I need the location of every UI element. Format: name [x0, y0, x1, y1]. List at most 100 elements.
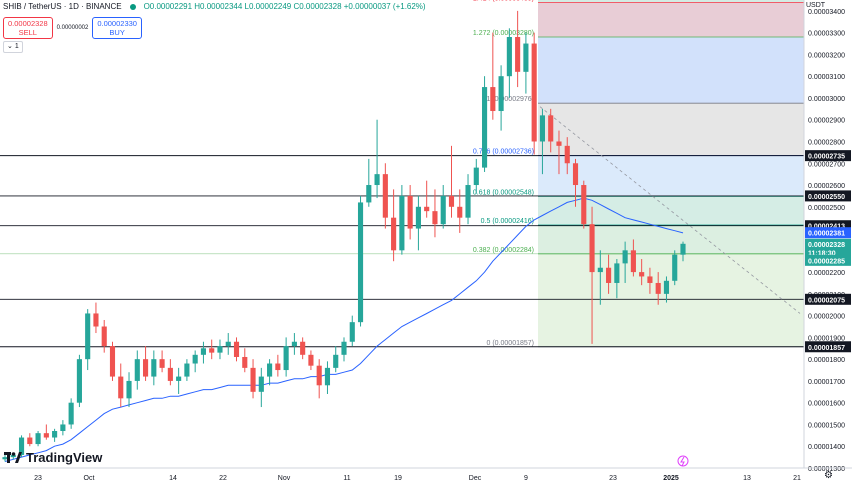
- symbol-title[interactable]: SHIB / TetherUS · 1D · BINANCE: [3, 2, 122, 11]
- candle-body: [440, 195, 446, 225]
- price-tag-label-4: 0.00002328: [808, 242, 845, 249]
- y-tick-label: 0.00003000: [808, 96, 845, 103]
- candle-body: [515, 37, 521, 72]
- x-tick-label: 9: [524, 475, 528, 482]
- y-tick-label: 0.00001300: [808, 466, 845, 473]
- price-tag-3: [805, 227, 851, 239]
- candle-body: [556, 141, 562, 146]
- candle-body: [424, 206, 430, 212]
- y-tick-label: 0.00003100: [808, 74, 845, 81]
- x-tick-label: Oct: [84, 475, 95, 482]
- fib-level-label-0: 1.414 (0.00003439): [473, 0, 534, 2]
- candle-body: [18, 437, 25, 455]
- candle-body: [663, 280, 670, 294]
- candle-body: [539, 115, 546, 142]
- y-tick-label: 0.00001600: [808, 401, 845, 408]
- candle-body: [275, 363, 281, 371]
- candle-body: [217, 346, 223, 353]
- candle-body: [200, 348, 207, 355]
- indicator-collapse-button[interactable]: ⌄ 1: [3, 41, 23, 53]
- y-tick-label: 0.00002000: [808, 314, 845, 321]
- sell-price: 0.00002328: [8, 19, 48, 28]
- spread-value: 0.00000002: [56, 25, 89, 31]
- candle-body: [614, 263, 620, 283]
- candle-body: [184, 363, 190, 377]
- candle-body: [109, 346, 116, 377]
- x-tick-label: Dec: [469, 475, 482, 482]
- candle-body: [134, 359, 140, 381]
- price-tag-4: [805, 238, 851, 250]
- candle-body: [209, 348, 215, 353]
- candle-body: [581, 185, 587, 225]
- candle-body: [647, 276, 653, 283]
- x-tick-label: 14: [169, 475, 177, 482]
- fib-zone-7: [538, 253, 804, 347]
- price-tag-label-8: 0.00001857: [808, 345, 845, 352]
- y-tick-label: 0.00001800: [808, 357, 845, 364]
- candle-body: [300, 341, 306, 355]
- price-tag-2: [805, 220, 851, 232]
- candle-body: [572, 163, 579, 186]
- y-tick-label: 0.00002200: [808, 270, 845, 277]
- fib-zone-3: [538, 103, 804, 156]
- candle-body: [52, 430, 58, 438]
- currency-selector[interactable]: USDT: [806, 2, 826, 9]
- candle-body: [85, 313, 91, 360]
- x-tick-label: 2025: [663, 475, 679, 482]
- chart-header: SHIB / TetherUS · 1D · BINANCE O0.000022…: [3, 2, 426, 11]
- fib-level-label-7: 0 (0.00001857): [487, 340, 534, 347]
- candle-body: [407, 195, 413, 229]
- candle-body: [606, 267, 612, 283]
- candle-body: [589, 224, 595, 273]
- y-tick-label: 0.00001500: [808, 422, 845, 429]
- y-tick-label: 0.00002500: [808, 205, 845, 212]
- candle-body: [60, 424, 66, 431]
- moving-average-line: [4, 197, 684, 462]
- candle-body: [622, 250, 628, 264]
- price-tag-label-3: 0.00002381: [808, 231, 845, 238]
- y-tick-label: 0.00001700: [808, 379, 845, 386]
- candle-body: [506, 37, 512, 77]
- candle-body: [366, 185, 372, 203]
- candle-body: [258, 376, 264, 392]
- candle-body: [233, 341, 240, 357]
- candle-body: [341, 341, 347, 355]
- candle-body: [35, 433, 41, 445]
- candle-body: [242, 356, 248, 368]
- ohlc-values: O0.00002291 H0.00002344 L0.00002249 C0.0…: [143, 2, 426, 11]
- sell-label: SELL: [18, 28, 37, 37]
- lightning-icon: [680, 456, 685, 467]
- sell-button[interactable]: 0.00002328 SELL: [3, 17, 53, 39]
- candle-body: [349, 322, 355, 342]
- candle-body: [27, 437, 33, 445]
- candle-body: [324, 367, 331, 386]
- candle-body: [457, 206, 463, 218]
- buy-button[interactable]: 0.00002330 BUY: [92, 17, 142, 39]
- candle-body: [630, 250, 636, 273]
- candle-body: [655, 282, 661, 294]
- candle-body: [2, 457, 8, 460]
- price-tag-8: [805, 341, 851, 353]
- x-tick-label: 23: [609, 475, 617, 482]
- candle-body: [250, 367, 256, 392]
- price-tag-5: [805, 247, 851, 259]
- fib-zone-5: [538, 196, 804, 226]
- candle-body: [374, 174, 380, 186]
- fib-zone-2: [538, 37, 804, 104]
- candle-body: [531, 43, 537, 142]
- x-tick-label: 11: [343, 475, 350, 482]
- y-tick-label: 0.00003400: [808, 9, 845, 16]
- gear-icon[interactable]: ⚙: [824, 470, 833, 481]
- candle-body: [357, 202, 364, 323]
- candle-body: [333, 354, 339, 368]
- candle-body: [490, 87, 496, 112]
- price-tag-label-0: 0.00002735: [808, 154, 845, 161]
- candle-body: [10, 454, 16, 458]
- candle-body: [192, 354, 198, 364]
- trend-line: [539, 106, 801, 314]
- fib-level-label-1: 1.272 (0.00003280): [473, 30, 534, 37]
- candle-body: [639, 272, 645, 277]
- candle-body: [291, 341, 297, 347]
- buy-price: 0.00002330: [97, 19, 137, 28]
